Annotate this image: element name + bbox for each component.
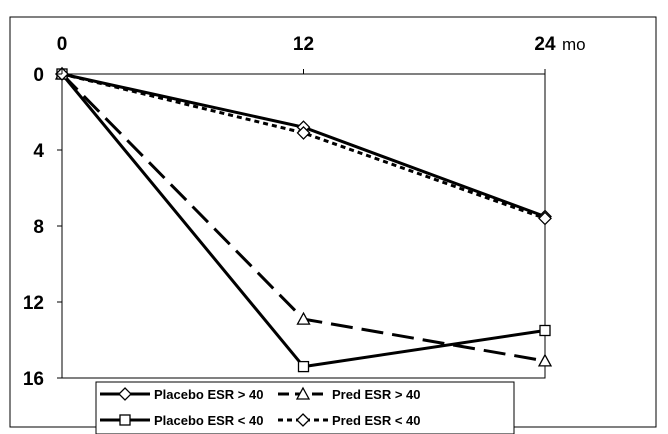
data-point-pred-esr-40 bbox=[537, 353, 553, 367]
legend-marker bbox=[118, 387, 132, 401]
x-tick-label: 24 bbox=[534, 34, 556, 55]
y-tick-label: 0 bbox=[33, 65, 44, 86]
x-axis-unit: mo bbox=[562, 35, 586, 54]
series-line-placebo-esr-40 bbox=[61, 72, 546, 218]
x-tick-label: 12 bbox=[293, 34, 314, 55]
y-tick-label: 8 bbox=[33, 217, 44, 238]
series-line-pred-esr-40 bbox=[61, 72, 546, 220]
legend-item-pred-esr-40: Pred ESR > 40 bbox=[278, 386, 421, 402]
legend: Placebo ESR > 40 Pred ESR > 40 Placebo ESR… bbox=[95, 381, 515, 434]
legend-label: Placebo ESR < 40 bbox=[154, 413, 263, 428]
legend-marker bbox=[119, 414, 131, 426]
legend-label: Placebo ESR > 40 bbox=[154, 387, 263, 402]
plot-area bbox=[54, 66, 553, 379]
legend-label: Pred ESR < 40 bbox=[332, 413, 421, 428]
data-point-pred-esr-40 bbox=[296, 311, 311, 325]
legend-label: Pred ESR > 40 bbox=[332, 387, 421, 402]
legend-item-pred-esr-40: Pred ESR < 40 bbox=[278, 413, 421, 428]
data-point-pred-esr-40 bbox=[296, 125, 311, 140]
data-point-placebo-esr-40 bbox=[539, 324, 551, 337]
y-tick-label: 12 bbox=[23, 293, 44, 314]
chart-outer-border bbox=[9, 16, 657, 428]
data-point-pred-esr-40 bbox=[538, 211, 552, 226]
legend-marker bbox=[295, 386, 311, 400]
legend-marker bbox=[296, 413, 310, 427]
y-tick-label: 4 bbox=[33, 141, 44, 162]
y-tick-label: 16 bbox=[23, 369, 44, 390]
plot-frame bbox=[61, 73, 546, 379]
data-point-placebo-esr-40 bbox=[297, 360, 310, 373]
legend-item-placebo-esr-40: Placebo ESR > 40 bbox=[100, 387, 263, 402]
x-tick-label: 0 bbox=[57, 34, 68, 55]
axis-ticks: 0 4 8 12 16 0 12 24 bbox=[23, 34, 556, 390]
legend-item-placebo-esr-40: Placebo ESR < 40 bbox=[100, 413, 263, 428]
